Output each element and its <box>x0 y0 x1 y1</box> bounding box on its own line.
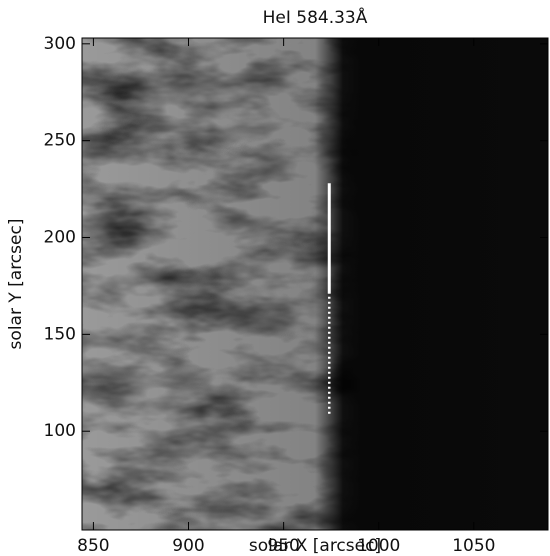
x-axis-label: solar X [arcsec] <box>249 536 381 556</box>
y-tick-label: 200 <box>44 228 76 248</box>
plot-frame <box>81 37 549 531</box>
chart-title: HeI 584.33Å <box>263 6 368 28</box>
x-tick-label: 900 <box>172 536 204 556</box>
x-tick-label: 1000 <box>357 536 400 556</box>
y-tick-label: 150 <box>44 324 76 344</box>
y-tick-label: 250 <box>44 131 76 151</box>
solar-image <box>82 38 548 530</box>
y-tick-label: 100 <box>44 421 76 441</box>
y-axis-label: solar Y [arcsec] <box>6 219 26 350</box>
x-tick-label: 850 <box>77 536 109 556</box>
x-tick-label: 950 <box>267 536 299 556</box>
y-tick-label: 300 <box>44 34 76 54</box>
x-tick-label: 1050 <box>452 536 495 556</box>
